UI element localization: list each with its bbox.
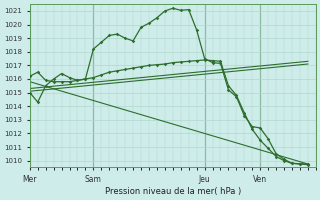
X-axis label: Pression niveau de la mer( hPa ): Pression niveau de la mer( hPa ) [105,187,241,196]
